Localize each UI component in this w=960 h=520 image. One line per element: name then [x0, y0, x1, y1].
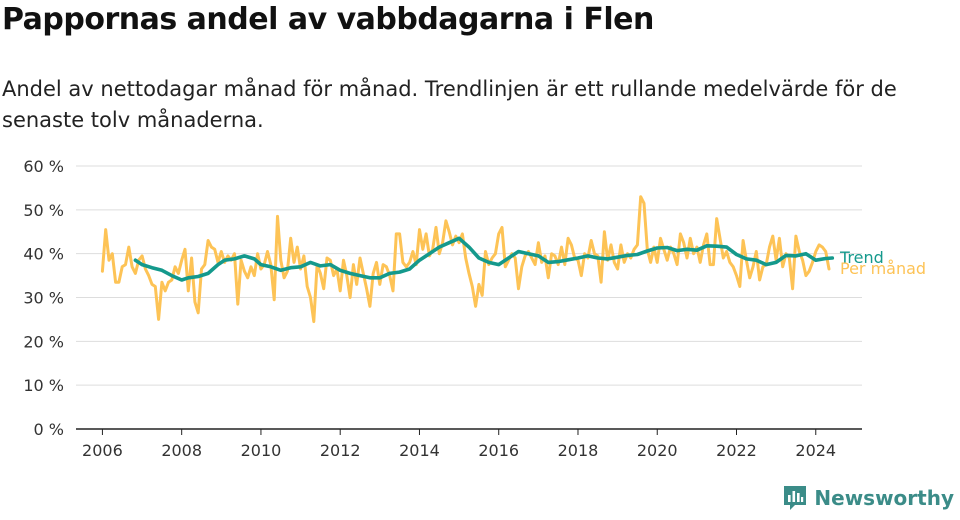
x-tick-label: 2008 [161, 441, 202, 460]
newsworthy-logo-icon [784, 486, 807, 510]
x-tick-label: 2016 [478, 441, 519, 460]
y-tick-label: 10 % [23, 376, 64, 395]
x-tick-label: 2014 [399, 441, 440, 460]
y-tick-label: 60 % [23, 157, 64, 176]
x-tick-label: 2010 [241, 441, 282, 460]
series-line-per-manad [100, 195, 831, 324]
series-label-trend: Trend [839, 248, 884, 267]
chart-subtitle: Andel av nettodagar månad för månad. Tre… [2, 77, 897, 132]
y-tick-label: 0 % [34, 420, 64, 439]
y-tick-label: 20 % [23, 332, 64, 351]
chart-title: Pappornas andel av vabbdagarna i Flen [2, 2, 654, 37]
series-label-per-manad: Per månad [840, 259, 926, 278]
x-tick-label: 2012 [320, 441, 361, 460]
y-tick-label: 40 % [23, 245, 64, 264]
x-tick-label: 2024 [795, 441, 836, 460]
series-line-trend [133, 236, 835, 282]
y-tick-label: 30 % [23, 289, 64, 308]
x-tick-label: 2022 [716, 441, 757, 460]
brand-logo[interactable]: Newsworthy [782, 484, 954, 512]
x-axis: 2006 2008 2010 2012 2014 2016 2018 2020 2022 2024 [76, 428, 862, 460]
y-tick-label: 50 % [23, 201, 64, 220]
x-tick-label: 2018 [558, 441, 599, 460]
x-tick-label: 2006 [82, 441, 123, 460]
y-axis: 0 % 10 % 20 % 30 % 40 % 50 % 60 % [23, 157, 64, 439]
brand-name: Newsworthy [814, 486, 954, 510]
grid-lines [76, 165, 862, 386]
x-tick-label: 2020 [637, 441, 678, 460]
series-lines [100, 195, 835, 324]
